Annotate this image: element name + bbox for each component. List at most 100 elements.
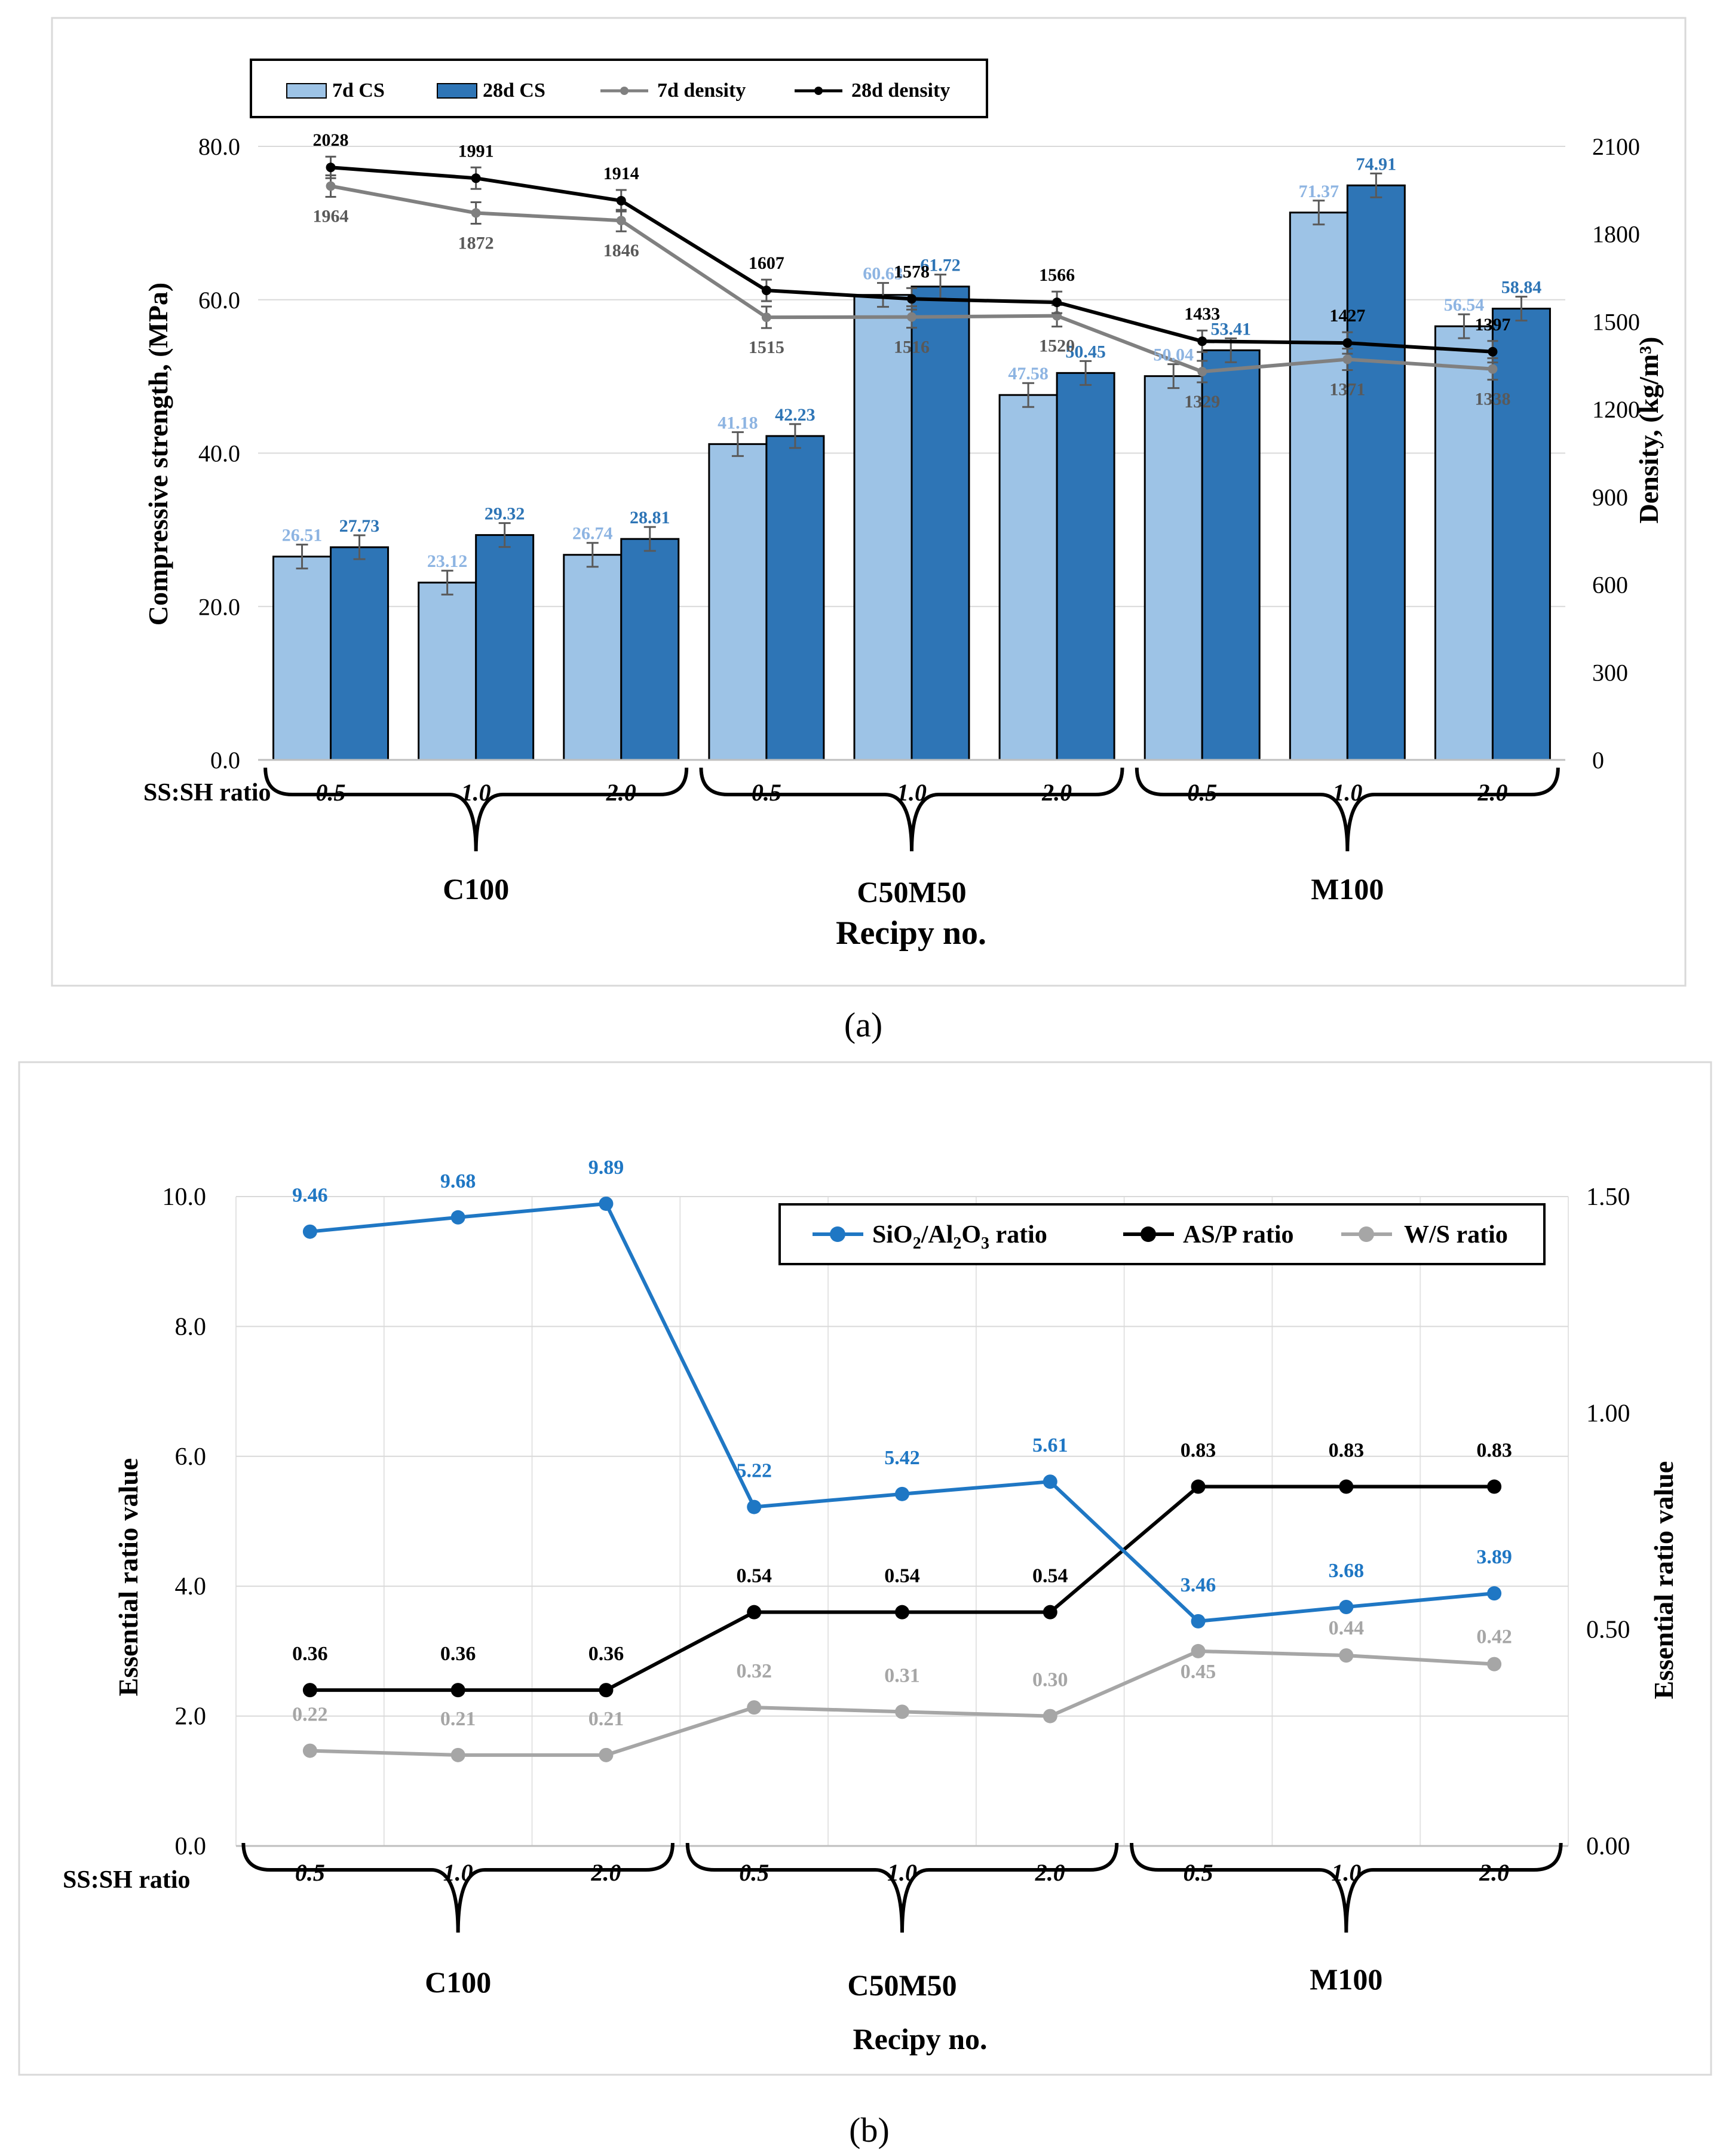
point-ws <box>1487 1657 1502 1672</box>
panel-b-right-axis-title: Essential ratio value <box>1648 1461 1679 1700</box>
data-label-ws: 0.31 <box>884 1664 920 1686</box>
bar-28d-cs <box>910 286 970 761</box>
point-sio2 <box>1339 1599 1354 1614</box>
panel-b-axes: 0.02.04.06.08.010.00.000.501.001.500.5 1.… <box>163 1183 1630 1886</box>
group-brace <box>241 1842 675 1933</box>
data-label-7d-cs: 41.18 <box>718 413 758 433</box>
data-label-sio2: 3.46 <box>1181 1574 1216 1596</box>
point-sio2 <box>599 1196 614 1211</box>
bar-28d-cs <box>1201 349 1261 761</box>
bar-7d-cs <box>1434 325 1494 761</box>
point-asp <box>1043 1605 1057 1620</box>
legend-marker-7d-density <box>620 87 629 95</box>
legend-label-28d-cs: 28d CS <box>483 79 545 102</box>
panel-b-chart: 0.22 0.21 0.21 0.32 0.31 0.30 0.45 0.44 0.42 0.36… <box>18 1061 1712 2076</box>
point-asp <box>895 1605 909 1620</box>
data-label-28d-density: 1566 <box>1039 265 1075 285</box>
point-sio2 <box>302 1224 317 1239</box>
data-label-28d-cs: 50.45 <box>1065 342 1106 361</box>
data-label-7d-cs: 47.58 <box>1008 364 1049 384</box>
error-bar <box>1515 296 1528 322</box>
point-asp <box>1487 1479 1502 1494</box>
data-label-28d-density: 1578 <box>894 262 930 281</box>
point-7d-density <box>761 312 771 323</box>
data-label-7d-density: 1964 <box>313 207 349 226</box>
data-label-asp: 0.83 <box>1476 1440 1512 1462</box>
ss-sh-ratio-label: 0.5 <box>295 1859 325 1886</box>
point-ws <box>450 1747 465 1762</box>
panel-a-x-axis-title: Recipy no. <box>836 915 986 952</box>
right-tick-label: 1200 <box>1592 396 1640 423</box>
bar-7d-cs <box>272 556 332 761</box>
ss-sh-ratio-label: 2.0 <box>1479 1859 1509 1886</box>
right-tick-label: 1.00 <box>1586 1400 1630 1427</box>
data-label-7d-density: 1516 <box>894 338 930 357</box>
panel-a-group-braces: C100 C50M50 M100 <box>263 767 1560 909</box>
group-label: C100 <box>425 1965 491 1999</box>
point-ws <box>747 1700 762 1715</box>
left-tick-label: 4.0 <box>175 1573 207 1600</box>
legend-swatch-7d-cs <box>286 83 327 99</box>
bar-28d-cs <box>330 546 390 761</box>
point-7d-density <box>471 208 481 218</box>
ss-sh-ratio-label: 2.0 <box>606 779 636 806</box>
data-label-28d-cs: 27.73 <box>339 516 380 536</box>
point-sio2 <box>1487 1586 1502 1601</box>
data-label-28d-cs: 58.84 <box>1501 278 1542 298</box>
bar-28d-cs <box>1491 308 1551 761</box>
right-tick-label: 2100 <box>1592 133 1640 160</box>
left-tick-label: 6.0 <box>175 1443 207 1471</box>
left-tick-label: 80.0 <box>198 133 240 160</box>
data-label-sio2: 9.68 <box>440 1170 476 1192</box>
point-asp <box>1339 1479 1354 1494</box>
legend-marker-28d-density <box>814 87 823 95</box>
point-asp <box>302 1683 317 1698</box>
point-28d-density <box>907 294 916 304</box>
data-label-7d-cs: 56.54 <box>1444 295 1485 315</box>
bar-7d-cs <box>998 394 1058 761</box>
data-label-7d-density: 1329 <box>1184 392 1220 412</box>
data-label-7d-density: 1872 <box>458 234 494 253</box>
data-label-asp: 0.54 <box>884 1565 920 1587</box>
point-ws <box>1043 1709 1057 1723</box>
data-label-sio2: 3.68 <box>1329 1560 1365 1582</box>
point-asp <box>450 1683 465 1698</box>
bar-28d-cs <box>1346 184 1406 761</box>
ss-sh-ratio-label: 2.0 <box>1035 1859 1065 1886</box>
ss-sh-ratio-label: 2.0 <box>590 1859 621 1886</box>
bar-7d-cs <box>708 443 768 761</box>
data-label-asp: 0.83 <box>1181 1440 1216 1462</box>
legend-box <box>250 59 988 118</box>
right-tick-label: 1.50 <box>1586 1183 1630 1211</box>
data-label-7d-density: 1846 <box>603 241 639 260</box>
data-label-7d-density: 1515 <box>749 338 784 357</box>
bar-7d-cs <box>563 554 623 761</box>
data-label-asp: 0.54 <box>1032 1565 1068 1587</box>
legend-swatch-28d-cs <box>437 83 477 99</box>
right-tick-label: 300 <box>1592 659 1628 686</box>
point-7d-density <box>1197 367 1207 377</box>
bar-28d-cs <box>620 538 680 761</box>
panel-a-caption: (a) <box>844 1005 882 1044</box>
panel-a-legend: 7d CS 28d CS 7d density 28d density <box>250 59 988 118</box>
data-label-sio2: 9.46 <box>292 1185 328 1207</box>
ss-sh-ratio-label: 0.5 <box>1184 1859 1213 1886</box>
data-label-asp: 0.54 <box>736 1565 772 1587</box>
point-ws <box>1191 1643 1206 1658</box>
group-label: C100 <box>443 872 509 906</box>
legend-label-7d-density: 7d density <box>657 79 746 102</box>
panel-a-ss-sh-label: SS:SH ratio <box>143 779 271 806</box>
error-bar <box>643 526 656 552</box>
panel-b-legend: SiO2/Al2O3 ratio AS/P ratio W/S ratio <box>778 1203 1546 1265</box>
data-label-7d-cs: 60.63 <box>863 264 903 284</box>
data-label-7d-density: 1338 <box>1474 390 1510 409</box>
panel-b-ss-sh-label: SS:SH ratio <box>63 1866 191 1894</box>
data-label-asp: 0.36 <box>588 1643 624 1665</box>
data-label-sio2: 5.22 <box>736 1460 772 1482</box>
point-28d-density <box>1488 346 1498 357</box>
point-28d-density <box>616 195 626 206</box>
error-bar <box>877 282 889 308</box>
right-tick-label: 1500 <box>1592 308 1640 335</box>
group-brace <box>1130 1842 1563 1933</box>
group-label: M100 <box>1311 872 1384 906</box>
